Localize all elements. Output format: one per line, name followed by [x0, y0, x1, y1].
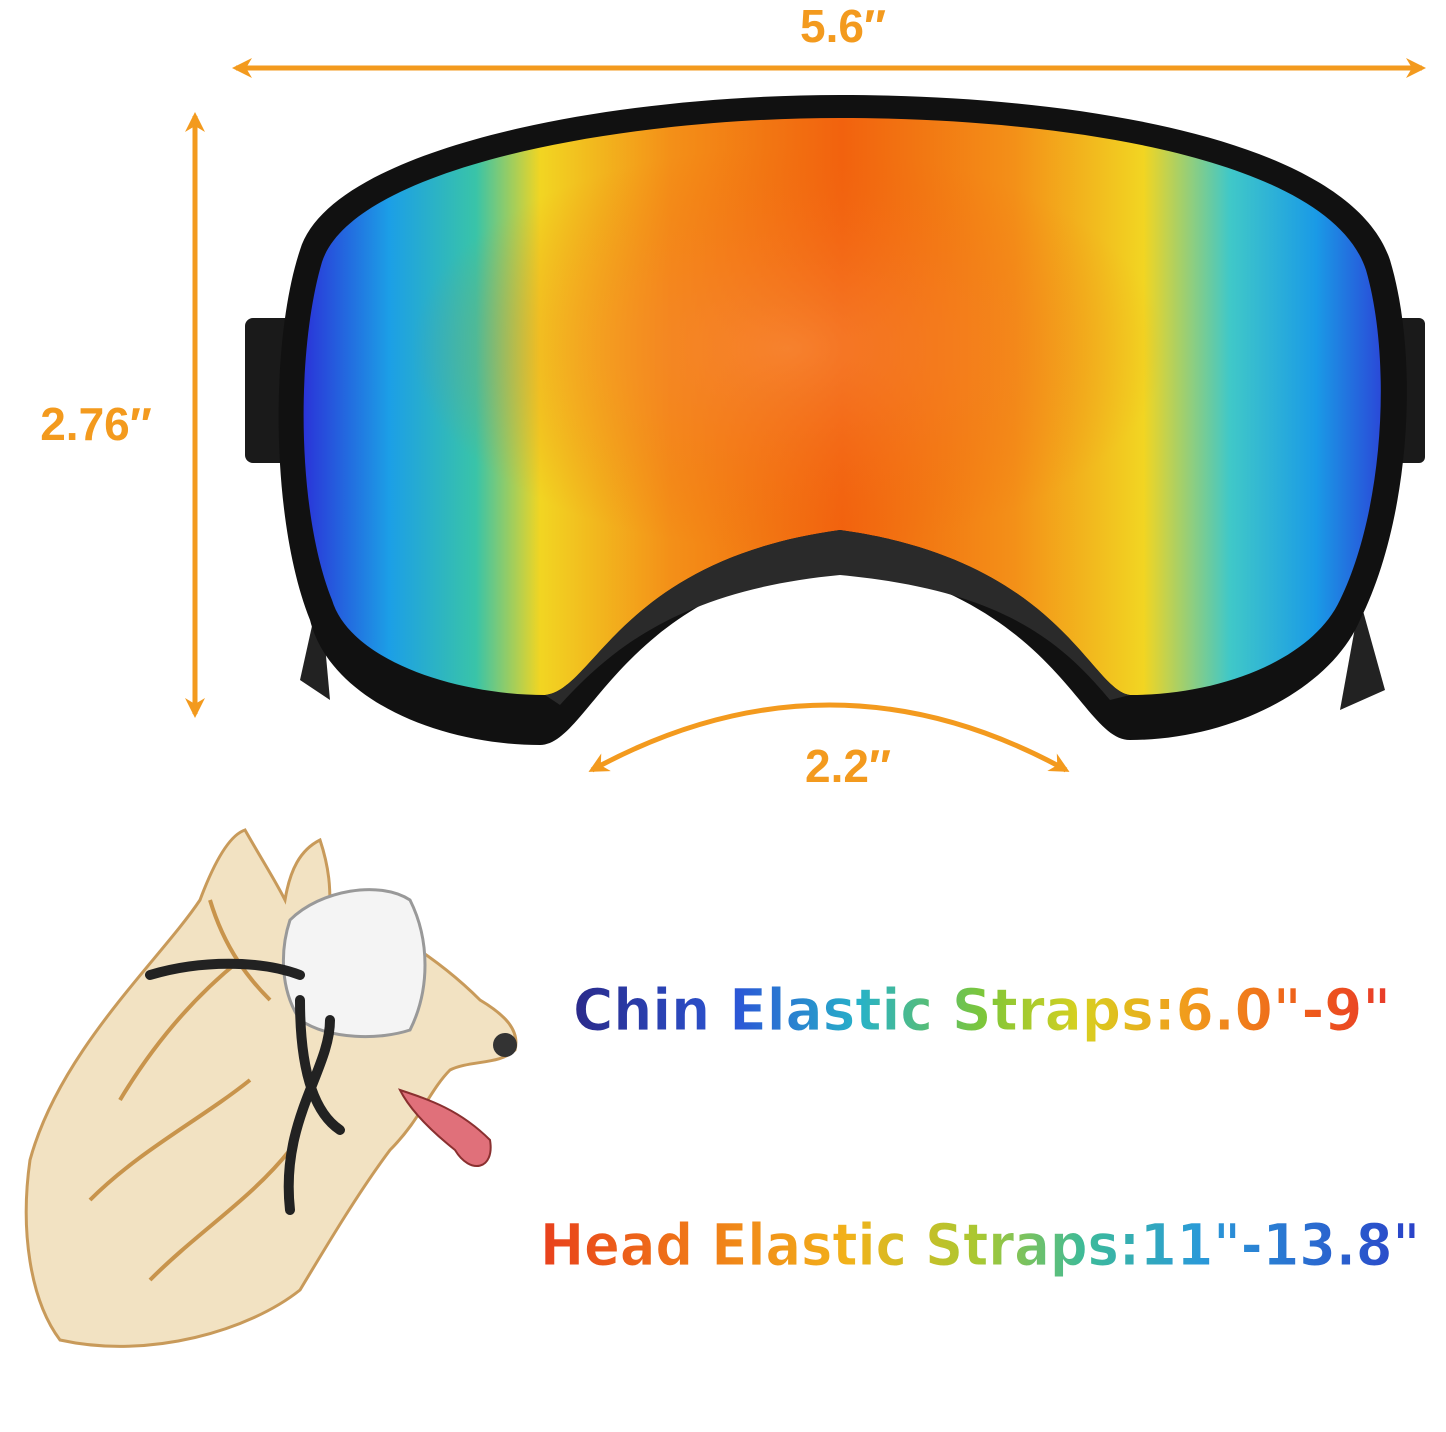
chin-strap-label: Chin Elastic Straps:6.0"-9"	[573, 976, 1391, 1044]
head-strap-label: Head Elastic Straps:11"-13.8"	[540, 1211, 1420, 1279]
width-label: 5.6″	[800, 0, 886, 52]
height-label: 2.76″	[40, 398, 152, 450]
goggles-icon	[245, 95, 1425, 745]
nose-arrow	[588, 702, 1070, 773]
nose-label: 2.2″	[805, 740, 891, 792]
dog-icon	[24, 828, 518, 1348]
